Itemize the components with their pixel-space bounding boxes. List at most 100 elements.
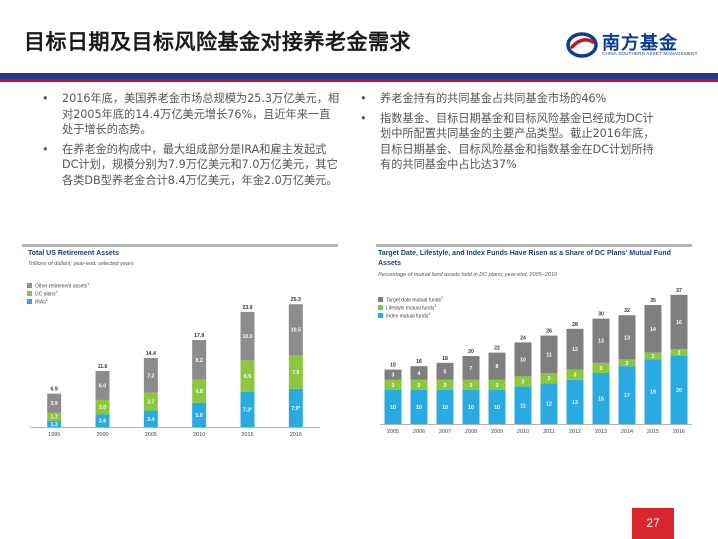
bar-segment bbox=[384, 390, 402, 424]
data-label: 13 bbox=[572, 400, 578, 406]
x-tick-label: 2010 bbox=[193, 432, 205, 438]
data-label: 3 bbox=[470, 383, 473, 389]
bar-segment bbox=[288, 354, 303, 389]
data-label: 20 bbox=[676, 388, 682, 394]
bullet-list-left: • 2016年底，美国养老金市场总规模为25.3万亿美元，相对2005年底的14.… bbox=[42, 91, 340, 192]
legend-footnote-mark: 2 bbox=[55, 290, 58, 294]
legend-footnote-mark: 4 bbox=[428, 312, 431, 316]
total-label: 37 bbox=[676, 288, 682, 294]
legend-item: Other retirement assets1 bbox=[27, 282, 89, 290]
bar-segment bbox=[462, 356, 480, 380]
bar-segment bbox=[670, 349, 688, 356]
data-label: 15 bbox=[598, 397, 604, 403]
bar-segment bbox=[143, 410, 158, 427]
total-label: 16 bbox=[416, 359, 422, 365]
legend-label: Other retirement assets bbox=[35, 283, 88, 290]
legend-item: Lifestyle mutual funds3 bbox=[378, 304, 436, 312]
page-title: 目标日期及目标风险基金对接养老金需求 bbox=[24, 30, 411, 54]
data-label: 8 bbox=[496, 364, 499, 370]
bar-segment bbox=[514, 342, 532, 377]
x-tick-label: 2013 bbox=[595, 429, 607, 435]
bar-segment bbox=[240, 360, 255, 392]
bar-segment bbox=[514, 376, 532, 387]
legend-footnote-mark: 2 bbox=[441, 296, 443, 300]
total-label: 20 bbox=[468, 349, 474, 355]
data-label: 3 bbox=[496, 383, 499, 389]
x-tick-label: 2006 bbox=[413, 429, 425, 435]
bar-segment bbox=[436, 362, 454, 380]
total-label: 25.3 bbox=[291, 297, 301, 303]
data-label: 3 bbox=[392, 383, 395, 389]
legend-swatch bbox=[27, 283, 32, 289]
legend-swatch bbox=[27, 291, 32, 297]
total-label: 26 bbox=[546, 329, 552, 335]
legend-swatch bbox=[378, 313, 383, 319]
bar-segment bbox=[566, 369, 584, 380]
bar-segment bbox=[192, 379, 207, 403]
data-label: 12 bbox=[546, 402, 552, 408]
x-tick-label: 2005 bbox=[145, 432, 157, 438]
bar-segment bbox=[462, 379, 480, 390]
total-label: 14.4 bbox=[146, 351, 156, 357]
x-tick-label: 2005 bbox=[387, 429, 399, 435]
x-tick-label: 2010 bbox=[517, 429, 529, 435]
x-tick-label: 2015 bbox=[241, 432, 253, 438]
bullet-text: 在养老金的构成中，最大组成部分是IRA和雇主发起式DC计划，规模分别为7.9万亿… bbox=[62, 142, 338, 187]
total-label: 6.9 bbox=[51, 387, 58, 393]
data-label: 10 bbox=[494, 405, 500, 411]
bar-segment bbox=[488, 352, 506, 380]
total-label: 30 bbox=[598, 312, 604, 318]
data-label: 7.9e bbox=[291, 405, 300, 412]
bar-segment bbox=[240, 391, 255, 427]
bar-segment bbox=[644, 305, 662, 353]
bar-segment bbox=[240, 311, 255, 361]
bar-segment bbox=[192, 340, 207, 380]
data-label: 7 bbox=[470, 366, 473, 372]
legend-label: Target date mutual funds bbox=[386, 297, 442, 304]
data-label: 10 bbox=[468, 405, 474, 411]
data-label: 10 bbox=[442, 405, 448, 411]
data-label: 3.0 bbox=[99, 405, 106, 411]
bullet-dot-icon: • bbox=[42, 142, 49, 156]
data-label: 17 bbox=[624, 393, 630, 399]
data-label: 1.7 bbox=[51, 415, 58, 421]
data-label: 3 bbox=[548, 376, 551, 382]
bar-segment bbox=[488, 390, 506, 424]
data-label: 1.3 bbox=[51, 422, 58, 428]
legend-footnote-mark: 3 bbox=[434, 304, 437, 308]
data-label: 19 bbox=[650, 390, 656, 396]
bar-segment bbox=[143, 392, 158, 411]
legend-footnote-mark: 1 bbox=[87, 282, 90, 286]
chart-plot: 1.31.7 3.9 6.9 1995 2.6 3.0 6.0 11.6 2000 3.4 3.7 7… bbox=[30, 297, 320, 438]
bullet-dot-icon: • bbox=[42, 92, 49, 105]
bar-segment bbox=[592, 318, 610, 363]
legend-label: Lifestyle mutual funds bbox=[386, 305, 435, 312]
legend-item: Target date mutual funds2 bbox=[378, 296, 443, 304]
data-label: 6.0 bbox=[99, 383, 106, 389]
data-label: 3.7 bbox=[147, 400, 154, 406]
total-label: 22 bbox=[494, 346, 500, 352]
bullet-item: • 2016年底，美国养老金市场总规模为25.3万亿美元，相对2005年底的14.… bbox=[42, 91, 340, 138]
bar-segment bbox=[488, 379, 506, 390]
bullet-item: • 指数基金、目标日期基金和目标风险基金已经成为DC计划中所配置共同基金的主要产品… bbox=[360, 111, 658, 173]
legend-swatch bbox=[27, 299, 32, 305]
bullet-dot-icon: • bbox=[360, 111, 367, 125]
total-label: 23.9 bbox=[242, 305, 252, 311]
bar-segment bbox=[384, 369, 402, 380]
bar-segment bbox=[95, 414, 110, 427]
logo-emblem-icon bbox=[566, 32, 598, 58]
chart-header-rule bbox=[22, 244, 338, 247]
bar-segment bbox=[436, 390, 454, 424]
data-label: 11 bbox=[546, 352, 552, 358]
data-label: 6.5 bbox=[244, 374, 251, 380]
bar-segment bbox=[644, 352, 662, 360]
data-label: 7.0 bbox=[292, 370, 299, 376]
data-label: 10 bbox=[390, 405, 396, 411]
bar-segment bbox=[47, 420, 62, 427]
chart-header-rule bbox=[376, 244, 692, 247]
bar-segment bbox=[47, 393, 62, 413]
bar-segment bbox=[436, 379, 454, 390]
bar-segment bbox=[410, 379, 428, 390]
legend-label: DC plans bbox=[35, 291, 56, 298]
x-tick-label: 2012 bbox=[569, 429, 581, 435]
